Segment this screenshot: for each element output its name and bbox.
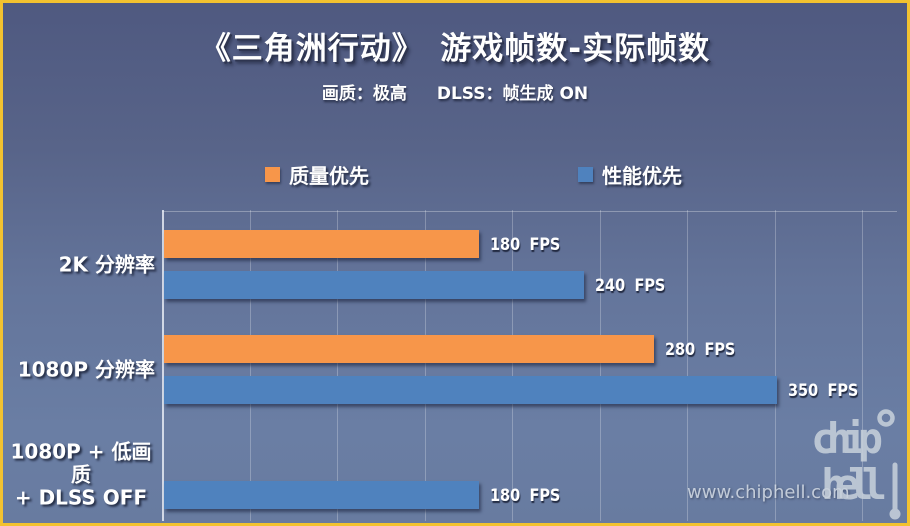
bar-performance-cat3 xyxy=(164,481,479,509)
legend-swatch-blue xyxy=(578,166,593,182)
value-label: 180 FPS xyxy=(490,486,561,506)
gridline xyxy=(249,210,251,521)
gridline xyxy=(599,210,601,521)
legend-label-quality: 质量优先 xyxy=(289,163,369,188)
value-label: 180 FPS xyxy=(490,235,561,255)
bar-performance-cat1 xyxy=(164,271,584,299)
category-label-2: 1080P 分辨率 xyxy=(17,357,155,381)
category-label-3: 1080P + 低画质 + DLSS OFF xyxy=(10,439,152,509)
value-label: 280 FPS xyxy=(665,340,736,360)
legend-item-quality: 质量优先 xyxy=(265,161,369,188)
gridline xyxy=(774,210,776,521)
chiphell-logo: chip hell xyxy=(811,409,901,520)
value-label: 240 FPS xyxy=(595,276,666,296)
gridline xyxy=(337,210,338,521)
y-axis-line xyxy=(162,210,164,521)
bar-quality-cat1 xyxy=(164,230,479,258)
gridline xyxy=(424,210,426,521)
subtitle-quality: 画质：极高 xyxy=(321,84,407,104)
chart-title: 《三角洲行动》 游戏帧数-实际帧数 xyxy=(199,31,711,67)
category-label-1: 2K 分辨率 xyxy=(58,252,155,276)
svg-text:chip: chip xyxy=(811,414,883,463)
subtitle-dlss: DLSS：帧生成 ON xyxy=(436,84,589,104)
gridline xyxy=(862,210,863,521)
svg-text:hell: hell xyxy=(821,460,887,509)
value-label: 350 FPS xyxy=(787,381,858,401)
legend-item-performance: 性能优先 xyxy=(578,161,682,188)
watermark-url: www.chiphell.com xyxy=(687,482,850,503)
legend-label-performance: 性能优先 xyxy=(602,163,682,188)
bar-quality-cat2 xyxy=(164,335,654,363)
chart-subtitle: 画质：极高 DLSS：帧生成 ON xyxy=(3,79,907,104)
bar-performance-cat2 xyxy=(164,376,777,404)
legend-swatch-orange xyxy=(265,166,280,182)
gridline xyxy=(687,210,688,521)
plot-top-border xyxy=(162,211,897,212)
gridline xyxy=(512,210,513,521)
